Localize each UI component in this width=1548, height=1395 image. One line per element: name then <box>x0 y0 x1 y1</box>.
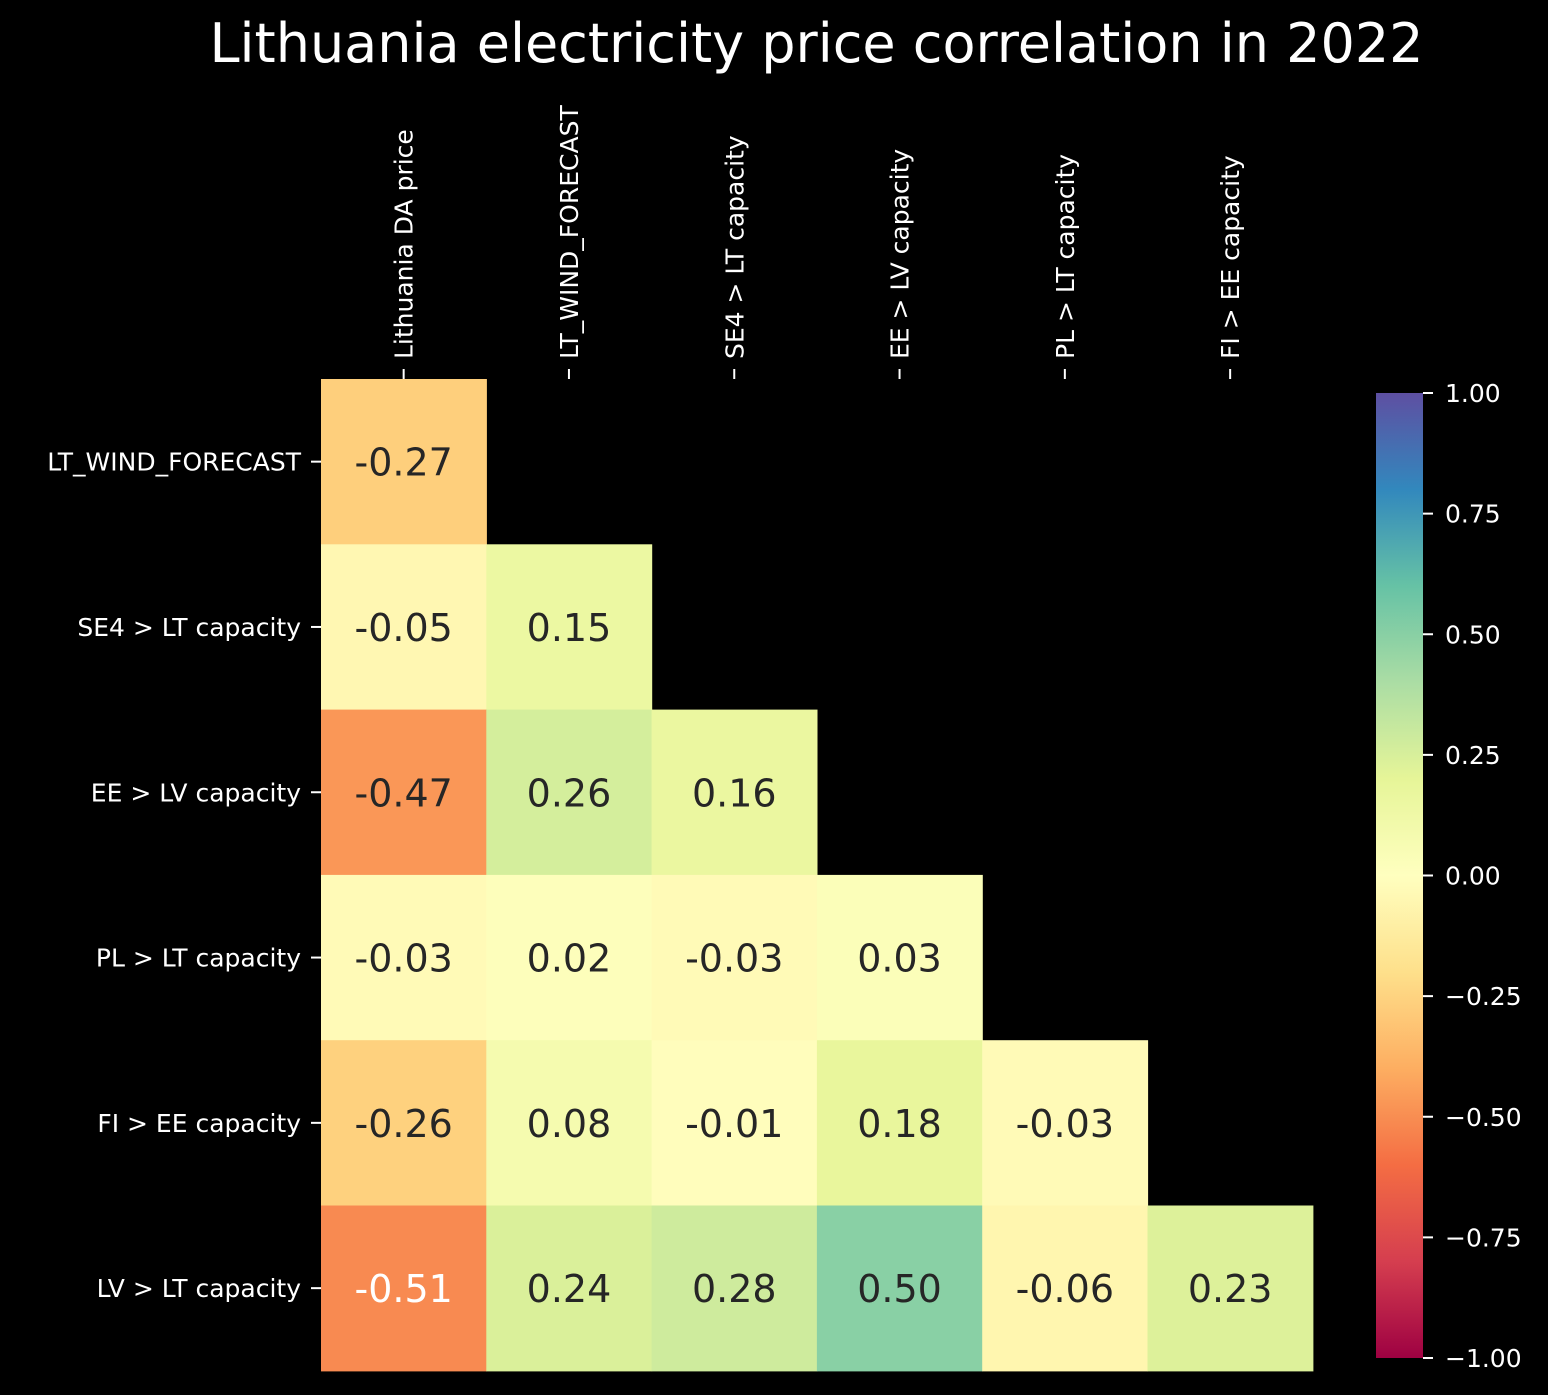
heatmap-cell <box>321 1040 487 1207</box>
heatmap-cell <box>486 544 653 711</box>
x-tick-label: EE > LV capacity <box>886 149 915 359</box>
cell-value-label: 0.26 <box>527 771 612 815</box>
y-tick-label: FI > EE capacity <box>97 1109 301 1138</box>
heatmap-cell <box>651 1040 818 1207</box>
y-tick-label: PL > LT capacity <box>96 944 301 973</box>
y-tick-label: LV > LT capacity <box>97 1274 302 1303</box>
x-tick-label: FI > EE capacity <box>1216 155 1245 359</box>
cell-value-label: -0.03 <box>354 937 452 981</box>
colorbar-tick-label: 0.25 <box>1445 741 1501 770</box>
cell-value-label: 0.03 <box>857 937 942 981</box>
cell-value-label: -0.47 <box>354 771 452 815</box>
cell-value-label: -0.06 <box>1016 1267 1114 1311</box>
y-tick-label: EE > LV capacity <box>91 778 301 807</box>
colorbar-tick-label: 0.50 <box>1445 620 1501 649</box>
colorbar-tick-label: −0.25 <box>1445 982 1522 1011</box>
cell-value-label: 0.08 <box>527 1102 612 1146</box>
heatmap-cell <box>651 709 818 876</box>
cell-value-label: -0.03 <box>1016 1102 1114 1146</box>
heatmap-cell <box>486 1205 653 1372</box>
cell-value-label: -0.01 <box>685 1102 783 1146</box>
colorbar-tick-label: −0.75 <box>1445 1223 1522 1252</box>
y-tick-label: SE4 > LT capacity <box>77 613 301 642</box>
heatmap-cell <box>321 874 487 1041</box>
cell-value-label: 0.50 <box>857 1267 942 1311</box>
x-tick-label: Lithuania DA price <box>390 129 419 359</box>
heatmap-cell <box>982 1205 1149 1372</box>
heatmap-cell <box>486 874 653 1041</box>
cell-value-label: 0.16 <box>692 771 777 815</box>
x-tick-label: SE4 > LT capacity <box>720 135 749 359</box>
cell-value-label: 0.18 <box>857 1102 942 1146</box>
heatmap-cell <box>982 1040 1149 1207</box>
chart-title: Lithuania electricity price correlation … <box>209 12 1424 75</box>
cell-value-label: -0.03 <box>685 937 783 981</box>
heatmap-cell <box>816 1040 983 1207</box>
colorbar-tick-label: −0.50 <box>1445 1103 1522 1132</box>
colorbar-tick-label: 0.75 <box>1445 500 1501 529</box>
heatmap-cell <box>321 709 487 876</box>
cell-value-label: 0.23 <box>1188 1267 1273 1311</box>
heatmap-cell <box>1147 1205 1314 1372</box>
cell-value-label: 0.24 <box>527 1267 612 1311</box>
cell-value-label: 0.15 <box>527 606 612 650</box>
heatmap-cell <box>486 709 653 876</box>
y-tick-label: LT_WIND_FORECAST <box>47 448 301 477</box>
heatmap-cell <box>651 1205 818 1372</box>
colorbar-tick-label: 1.00 <box>1445 379 1501 408</box>
cell-value-label: -0.27 <box>354 441 452 485</box>
colorbar-tick-label: −1.00 <box>1445 1344 1522 1373</box>
cell-value-label: 0.28 <box>692 1267 777 1311</box>
cell-value-label: -0.26 <box>354 1102 452 1146</box>
colorbar-tick-label: 0.00 <box>1445 862 1501 891</box>
heatmap-cell <box>321 379 487 545</box>
x-tick-label: LT_WIND_FORECAST <box>555 105 584 359</box>
colorbar <box>1376 393 1423 1358</box>
heatmap-cell <box>486 1040 653 1207</box>
heatmap-cell <box>321 1205 487 1372</box>
heatmap-cell <box>321 544 487 711</box>
x-tick-label: PL > LT capacity <box>1051 154 1080 359</box>
cell-value-label: 0.02 <box>527 937 612 981</box>
heatmap-cell <box>816 1205 983 1372</box>
cell-value-label: -0.05 <box>354 606 452 650</box>
cell-value-label: -0.51 <box>354 1267 452 1311</box>
heatmap-cell <box>651 874 818 1041</box>
heatmap-cell <box>816 874 983 1041</box>
